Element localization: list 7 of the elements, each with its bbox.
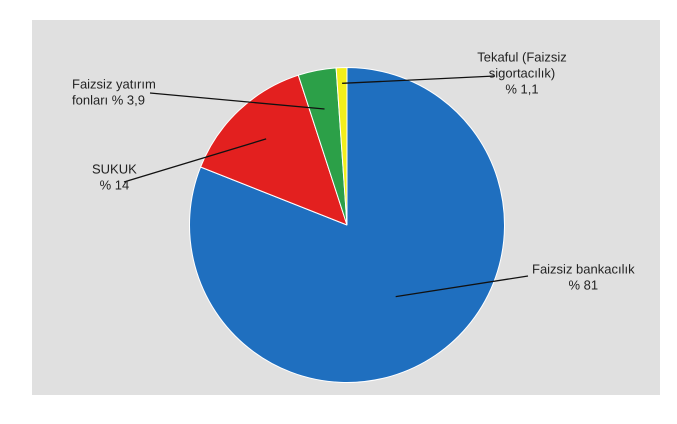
data-label: % 81 <box>568 278 598 293</box>
slice-label: Tekaful (Faizsiz sigortacılık) <box>477 50 567 81</box>
slice-label: Faizsiz bankacılık <box>532 262 636 277</box>
data-label: % 1,1 <box>505 82 539 97</box>
slice-label: SUKUK <box>92 162 138 177</box>
data-label: % 14 <box>100 178 130 193</box>
slice-label: Faizsiz yatırım fonları % 3,9 <box>72 76 156 108</box>
